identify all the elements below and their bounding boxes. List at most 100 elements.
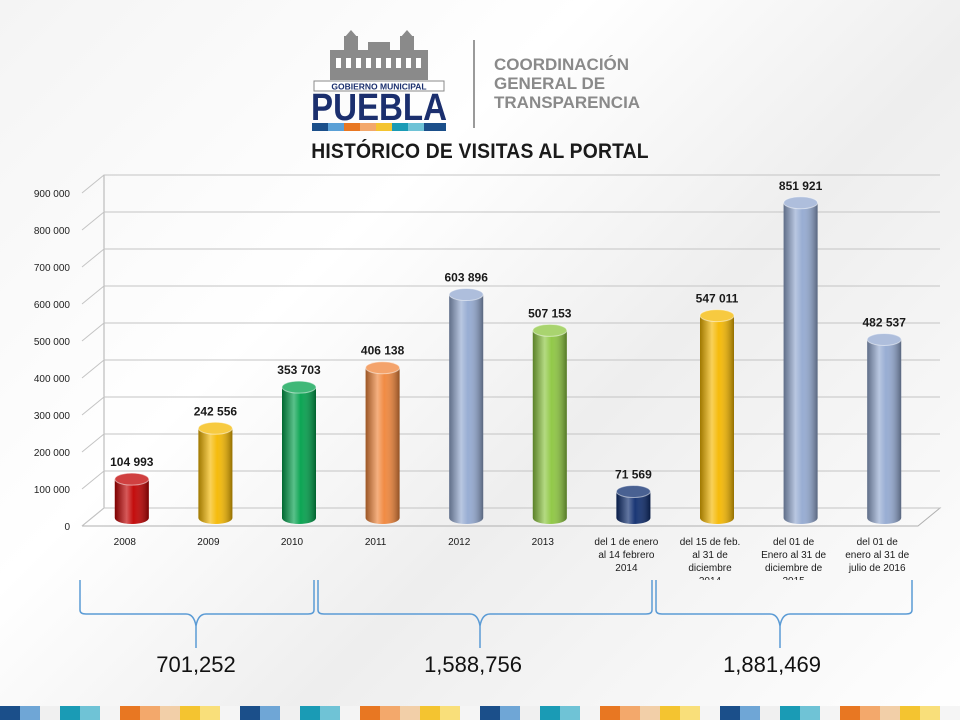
bar-shading: [282, 387, 316, 524]
logo-org-line2: GENERAL DE: [494, 74, 605, 93]
x-tick-line: 2008: [114, 537, 137, 548]
bar-shading: [867, 339, 902, 524]
bar-top-highlight: [616, 485, 651, 498]
x-tick-line: Enero al 31 de: [761, 550, 826, 561]
grouping-brackets: [79, 580, 913, 648]
bar-top-highlight: [532, 324, 567, 337]
x-tick-line: 2012: [448, 537, 471, 548]
bar: [699, 309, 735, 524]
gridline: [81, 174, 940, 194]
stripe-segment: [940, 706, 960, 720]
x-tick-label: del 01 de enero al 31 de julio de 2016: [845, 537, 909, 574]
bar-top-highlight: [282, 381, 316, 394]
stripe-segment: [460, 706, 480, 720]
stripe-segment: [40, 706, 60, 720]
bracket-group-1: [79, 580, 315, 648]
x-tick-line: del 15 de feb.: [680, 537, 741, 548]
x-tick-label: del 1 de enero al 14 febrero 2014: [594, 537, 658, 574]
stripe-segment: [80, 706, 100, 720]
bar: [197, 421, 233, 524]
logo-org-line1: COORDINACIÓN: [494, 55, 629, 74]
y-axis-ticks: 0 100 000 200 000 300 000 400 000 500 000 600 …: [34, 189, 71, 533]
stripe-segment: [160, 706, 180, 720]
bracket-group-3: [655, 580, 913, 648]
stripe-segment: [500, 706, 520, 720]
stripe-segment: [240, 706, 260, 720]
stripe-segment: [400, 706, 420, 720]
stripe-segment: [700, 706, 720, 720]
stripe-segment: [360, 706, 380, 720]
bar-shading: [783, 202, 818, 524]
stripe-segment: [560, 706, 580, 720]
y-tick-label: 300 000: [34, 411, 71, 422]
stripe-segment: [880, 706, 900, 720]
value-label: 353 703: [277, 363, 321, 377]
stripe-segment: [340, 706, 360, 720]
stripe-segment: [680, 706, 700, 720]
x-tick-line: del 01 de: [857, 537, 899, 548]
y-tick-label: 0: [64, 522, 70, 533]
stripe-segment: [320, 706, 340, 720]
logo-city: PUEBLA: [311, 87, 447, 129]
x-tick-label: 2011: [365, 537, 387, 548]
bar-top: [197, 421, 233, 435]
bar-shading: [114, 479, 149, 524]
stripe-segment: [140, 706, 160, 720]
stripe-segment: [0, 706, 20, 720]
gridline: [81, 396, 940, 416]
stripe-segment: [20, 706, 40, 720]
y-tick-label: 600 000: [34, 300, 71, 311]
x-tick-line: diciembre: [688, 563, 732, 574]
value-label: 242 556: [194, 404, 238, 418]
value-label: 71 569: [615, 468, 652, 482]
bar-top: [783, 196, 819, 210]
gridline: [81, 285, 940, 305]
bar: [448, 288, 484, 524]
stripe-segment: [600, 706, 620, 720]
gridline: [81, 211, 940, 231]
stripe-segment: [380, 706, 400, 720]
stripe-segment: [220, 706, 240, 720]
bar-shading: [198, 428, 233, 524]
bar-top-highlight: [198, 422, 233, 435]
stripe-segment: [780, 706, 800, 720]
bar-top-highlight: [783, 196, 818, 209]
bar-shading: [616, 491, 651, 524]
puebla-logo: GOBIERNO MUNICIPAL PUEBLA COORDINACIÓN G…: [311, 30, 640, 131]
bar: [615, 485, 651, 524]
stripe-segment: [900, 706, 920, 720]
total-group-3: 1,881,469: [723, 652, 821, 677]
bar-chart: 0 100 000 200 000 300 000 400 000 500 000 600 …: [34, 174, 942, 580]
x-tick-line: del 01 de: [773, 537, 815, 548]
stripe-segment: [420, 706, 440, 720]
y-tick-label: 900 000: [34, 189, 71, 200]
stripe-segment: [520, 706, 540, 720]
x-tick-line: 2010: [281, 537, 304, 548]
x-tick-line: 2013: [532, 537, 555, 548]
bar-top: [699, 309, 735, 323]
building-icon: [330, 30, 428, 80]
chart-bars: [114, 196, 902, 524]
bar-top-highlight: [365, 361, 400, 374]
stripe-segment: [800, 706, 820, 720]
logo-top-text: GOBIERNO MUNICIPAL: [331, 82, 426, 92]
stripe-segment: [580, 706, 600, 720]
x-tick-label: del 15 de feb. al 31 de diciembre 2014: [680, 537, 741, 580]
bar: [114, 472, 150, 524]
x-tick-line: enero al 31 de: [845, 550, 909, 561]
y-tick-label: 400 000: [34, 374, 71, 385]
stripe-segment: [840, 706, 860, 720]
x-tick-line: al 14 febrero: [598, 550, 655, 561]
logo-color-bar: [312, 123, 446, 131]
bar-top: [114, 472, 150, 486]
stripe-segment: [480, 706, 500, 720]
stripe-segment: [860, 706, 880, 720]
stripe-segment: [60, 706, 80, 720]
value-label: 851 921: [779, 179, 823, 193]
x-tick-line: al 31 de: [692, 550, 728, 561]
stripe-segment: [200, 706, 220, 720]
gridline: [81, 359, 940, 379]
bar-top-highlight: [700, 309, 734, 322]
stripe-segment: [120, 706, 140, 720]
bar-top: [615, 485, 651, 499]
